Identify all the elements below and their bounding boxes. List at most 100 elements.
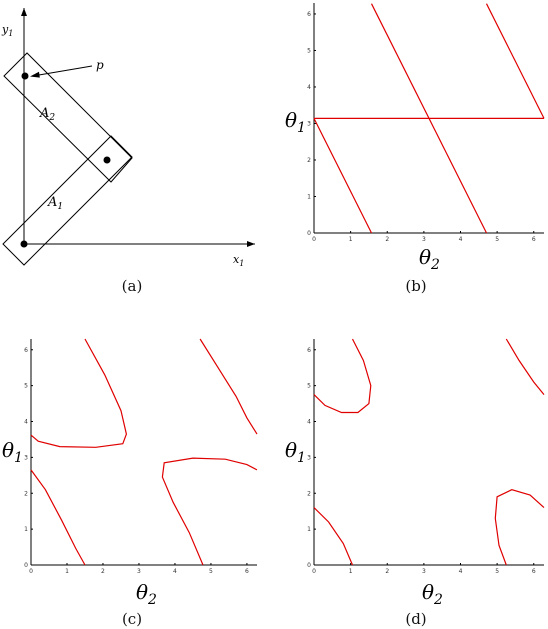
obstacle-curve [313,338,372,414]
caption-c: (c) [122,610,142,628]
x-tick-label: 6 [532,236,536,243]
obstacle-curve [161,457,258,566]
y-tick-label: 0 [24,562,28,569]
x-tick-label: 5 [209,568,213,575]
y-tick-label: 4 [24,419,28,426]
y-tick-label: 5 [307,383,311,390]
x-tick-label: 6 [532,568,536,575]
y-tick-label: 6 [24,347,28,354]
theta2-subscript: 2 [430,257,440,273]
x-tick-label: 5 [495,568,499,575]
theta1-axis-label: θ1 [285,438,306,466]
end-effector-point [21,72,29,80]
theta1-axis-label: θ1 [285,108,306,136]
caption-a: (a) [122,277,143,295]
y-tick-label: 1 [24,526,28,533]
theta2-subscript: 2 [433,592,443,608]
y-axis-arrowhead [21,8,27,16]
y-tick-label: 6 [307,11,311,18]
link-a2-letter: A [39,106,49,121]
obstacle-curve [313,507,354,566]
x-axis-arrowhead [247,241,255,247]
obstacle-curve [494,489,545,566]
obstacle-curve [30,338,128,448]
theta2-subscript: 2 [147,592,157,608]
point-p-label: p [96,58,104,72]
y1-subscript: 1 [8,29,13,38]
panel-a: p A2 A1 y1 x1 (a) [1,8,255,295]
x-tick-label: 3 [137,568,141,575]
link-a1-rectangle [2,135,133,266]
x-tick-label: 4 [173,568,177,575]
p-pointer-arrowhead [30,71,40,78]
y-tick-label: 2 [24,490,28,497]
x-tick-label: 5 [495,236,499,243]
x-tick-label: 0 [312,568,316,575]
link-a2-subscript: 2 [48,113,55,123]
x1-subscript: 1 [239,259,244,268]
x-tick-label: 0 [312,236,316,243]
x-tick-label: 1 [349,236,353,243]
theta1-axis-label: θ1 [2,438,23,466]
y-tick-label: 3 [307,454,311,461]
theta1-letter: θ [2,438,14,462]
link-a1-letter: A [47,195,57,210]
base-joint [20,240,28,248]
caption-b: (b) [405,277,426,295]
link-a1-subscript: 1 [57,202,63,212]
y-tick-label: 3 [24,454,28,461]
link-a1-label: A1 [47,195,63,212]
x1-letter: x [233,253,240,266]
theta1-subscript: 1 [297,120,306,136]
y-tick-label: 1 [307,526,311,533]
x-tick-label: 3 [422,236,426,243]
y-tick-label: 2 [307,157,311,164]
x-tick-label: 0 [29,568,33,575]
theta1-subscript: 1 [297,450,306,466]
x-tick-label: 3 [422,568,426,575]
y1-letter: y [1,23,9,36]
obstacle-curve [30,469,86,566]
obstacle-curve [485,3,545,119]
theta1-subscript: 1 [14,450,23,466]
obstacle-curve [313,118,373,234]
theta2-axis-label: θ2 [419,245,440,273]
y-tick-label: 0 [307,562,311,569]
x-tick-label: 4 [459,236,463,243]
x-tick-label: 4 [459,568,463,575]
theta2-axis-label: θ2 [422,580,443,608]
y-tick-label: 5 [307,47,311,54]
x-tick-label: 1 [65,568,69,575]
obstacle-curve [370,3,488,234]
theta2-letter: θ [419,245,431,269]
x-tick-label: 6 [245,568,249,575]
theta1-letter: θ [285,438,297,462]
y-tick-label: 3 [307,120,311,127]
x-tick-label: 2 [385,236,389,243]
y-tick-label: 6 [307,347,311,354]
x-tick-label: 2 [101,568,105,575]
y-tick-label: 1 [307,193,311,200]
y-tick-label: 4 [307,419,311,426]
x-tick-label: 1 [349,568,353,575]
link-a2-rectangle [3,52,133,183]
theta1-letter: θ [285,108,297,132]
y-tick-label: 0 [307,230,311,237]
obstacle-curve [505,338,545,395]
y-tick-label: 5 [24,383,28,390]
theta2-axis-label: θ2 [136,580,157,608]
link-a2-label: A2 [39,106,55,123]
caption-d: (d) [405,610,426,628]
obstacle-curve [199,338,258,435]
p-pointer-line [32,65,93,77]
theta2-letter: θ [136,580,148,604]
theta2-letter: θ [422,580,434,604]
elbow-joint [103,156,111,164]
x1-axis-label: x1 [233,253,244,268]
y-tick-label: 2 [307,490,311,497]
y-tick-label: 4 [307,84,311,91]
